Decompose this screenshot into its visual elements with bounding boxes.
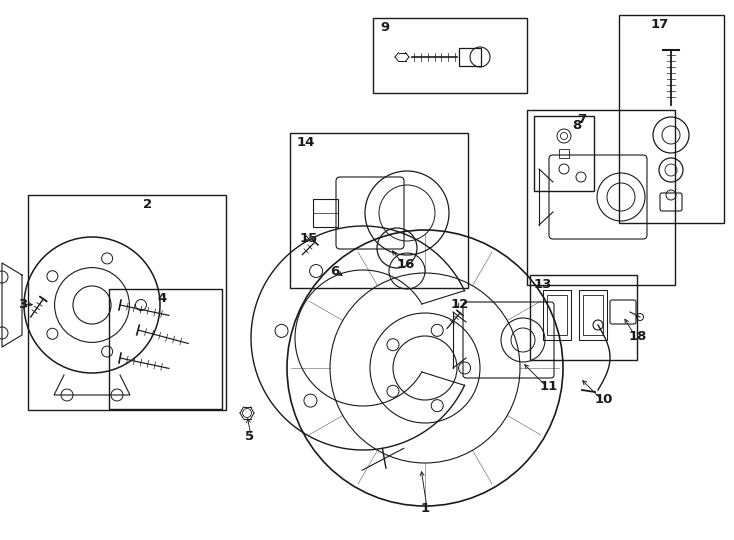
Bar <box>527 110 675 285</box>
Bar <box>313 199 338 227</box>
Text: 15: 15 <box>300 232 319 245</box>
Text: 8: 8 <box>572 119 581 132</box>
Text: 5: 5 <box>245 430 254 443</box>
Text: 18: 18 <box>629 330 647 343</box>
Bar <box>619 15 724 223</box>
Bar <box>459 48 481 66</box>
Bar <box>547 295 567 335</box>
Text: 12: 12 <box>451 298 469 311</box>
Bar <box>109 289 222 409</box>
Bar <box>530 275 637 360</box>
Text: 11: 11 <box>540 380 559 393</box>
Bar <box>579 290 607 340</box>
Text: 13: 13 <box>534 278 553 291</box>
Text: 6: 6 <box>330 265 339 278</box>
Text: 3: 3 <box>18 298 27 311</box>
Text: 7: 7 <box>577 113 586 126</box>
Bar <box>583 295 603 335</box>
Text: 9: 9 <box>380 21 389 34</box>
Bar <box>290 133 468 288</box>
Bar <box>373 18 527 93</box>
Bar <box>559 149 569 158</box>
Text: 2: 2 <box>143 198 152 211</box>
Text: 1: 1 <box>421 502 430 515</box>
Bar <box>28 195 226 410</box>
Text: 10: 10 <box>595 393 614 406</box>
Text: 17: 17 <box>651 18 669 31</box>
Text: 16: 16 <box>397 258 415 271</box>
Text: 4: 4 <box>157 292 166 305</box>
Text: 14: 14 <box>297 136 316 149</box>
Bar <box>543 290 571 340</box>
Bar <box>534 116 594 191</box>
